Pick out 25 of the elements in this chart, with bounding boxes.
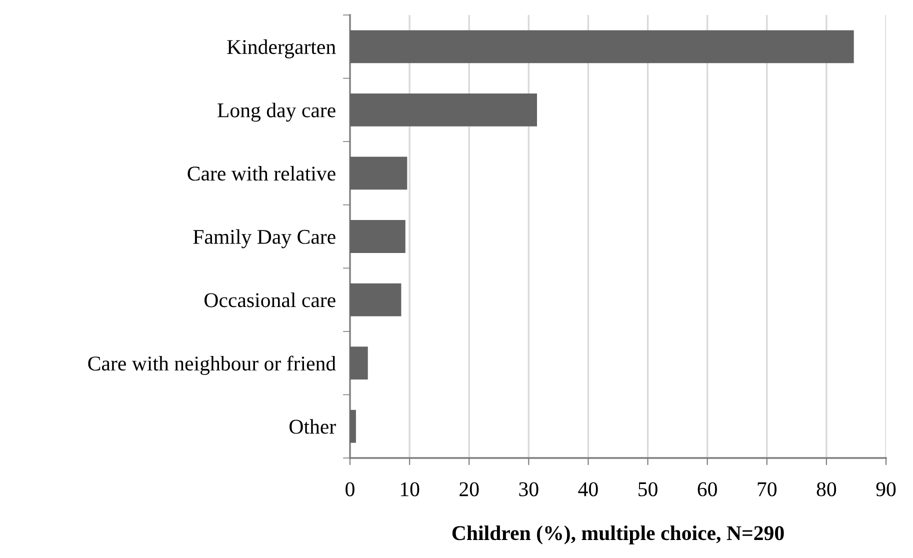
x-tick-label: 70 <box>758 482 777 496</box>
y-tick-label: Kindergarten <box>227 39 336 58</box>
x-tick-label: 10 <box>400 482 420 496</box>
bar <box>350 93 538 126</box>
bar <box>350 156 408 190</box>
y-tick-label: Other <box>290 419 336 434</box>
x-tick-label: 60 <box>698 482 717 496</box>
bar <box>350 30 854 64</box>
x-tick-label: 40 <box>578 482 598 496</box>
x-tick-label: 80 <box>816 482 836 496</box>
x-tick-label: 50 <box>638 482 658 496</box>
x-tick-label: 20 <box>460 482 479 496</box>
x-axis-title: Children (%), multiple choice, N=290 <box>452 526 784 544</box>
bar <box>350 220 406 253</box>
x-tick-label: 90 <box>876 482 896 496</box>
bar <box>350 346 368 380</box>
y-tick-label: Family Day Care <box>193 229 336 248</box>
y-tick-label: Care with neighbour or friend <box>88 356 336 375</box>
y-tick-label: Occasional care <box>204 292 336 308</box>
x-tick-label: 30 <box>519 482 538 496</box>
bar <box>350 410 356 443</box>
y-tick-label: Care with relative <box>188 166 336 181</box>
bar <box>350 283 402 316</box>
y-tick-label: Long day care <box>218 102 336 122</box>
x-tick-label: 0 <box>346 482 354 496</box>
